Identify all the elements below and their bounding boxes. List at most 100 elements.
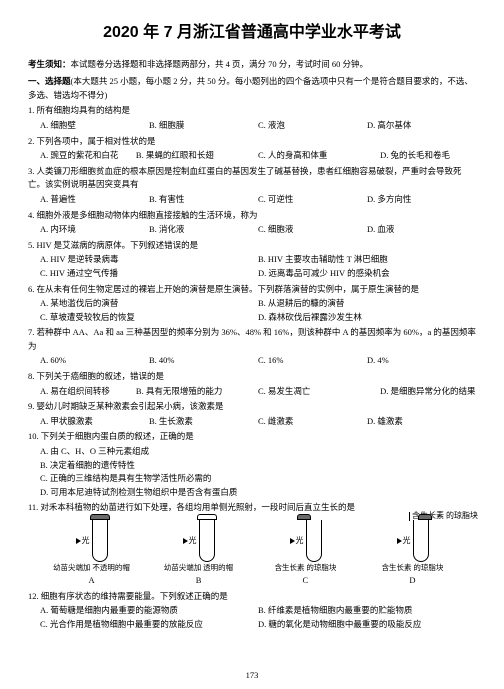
q9-opt-d: D. 雄激素 (367, 415, 476, 429)
q11-label-b: B (196, 574, 202, 588)
agar-block-left-icon (297, 514, 311, 520)
q9-opt-c: C. 雌激素 (258, 415, 367, 429)
light-icon: 光 (290, 535, 304, 548)
question-6: 6. 在从未有任何生物定居过的裸岩上开始的演替是原生演替。下列群落演替的实例中，… (28, 283, 476, 325)
question-4: 4. 细胞外液是多细胞动物体内细胞直接接触的生活环境，称为 A. 内环境 B. … (28, 209, 476, 237)
question-2: 2. 下列各项中，属于相对性状的是 A. 豌豆的紫花和白花 B. 果蝇的红眼和长… (28, 135, 476, 163)
notice-label: 考生须知： (28, 59, 71, 69)
q11-cap-d: 含生长素 的琼脂块 (382, 564, 444, 572)
q1-opt-b: B. 细胞膜 (149, 119, 258, 133)
q11-label-c: C (303, 574, 309, 588)
q3-opt-c: C. 可逆性 (258, 193, 367, 207)
q9-opt-a: A. 甲状腺激素 (40, 415, 149, 429)
q6-text: 6. 在从未有任何生物定居过的裸岩上开始的演替是原生演替。下列群落演替的实例中，… (28, 283, 476, 297)
q2-opt-c: C. 人的身高和体重 (258, 149, 380, 163)
q4-options: A. 内环境 B. 消化液 C. 细胞液 D. 血液 (28, 223, 476, 237)
question-12: 12. 细胞有序状态的维持需要能量。下列叙述正确的是 A. 葡萄糖是细胞内最重要… (28, 590, 476, 632)
q11-fig-b: 光 幼苗尖端加 透明的帽 (159, 520, 239, 572)
q6-opt-c: C. 草坡遭受较牧后的恢复 (40, 311, 258, 325)
section-1-label: 一、选择题 (28, 76, 71, 86)
tube-d (413, 520, 429, 562)
q3-opt-d: D. 多方向性 (367, 193, 476, 207)
q7-opt-d: D. 4% (367, 354, 476, 368)
q6-opt-a: A. 某地滥伐后的演替 (40, 297, 258, 311)
q5-opt-d: D. 远离毒品可减少 HIV 的感染机会 (258, 267, 476, 281)
q4-opt-b: B. 消化液 (149, 223, 258, 237)
q1-opt-d: D. 高尔基体 (367, 119, 476, 133)
notice: 考生须知：本试题卷分选择题和非选择题两部分，共 4 页，满分 70 分，考试时间… (28, 58, 476, 72)
q12-opt-b: B. 纤维素是植物细胞内最重要的贮能物质 (258, 604, 476, 618)
light-icon: 光 (76, 535, 90, 548)
q9-text: 9. 婴幼儿时期缺乏某种激素会引起呆小病，该激素是 (28, 400, 476, 414)
section-1-desc: (本大题共 25 小题，每小题 2 分，共 50 分。每小题列出的四个备选项中只… (28, 76, 473, 100)
light-icon: 光 (183, 535, 197, 548)
q8-opt-a: A. 易在组织间转移 (40, 385, 136, 399)
question-11: 11. 对禾本科植物的幼苗进行如下处理，各组均用单侧光照射，一段时间后直立生长的… (28, 501, 476, 587)
q5-text: 5. HIV 是艾滋病的病原体。下列叙述错误的是 (28, 239, 476, 253)
q11-fig-d: 光 含生长素 的琼脂块 (373, 520, 453, 572)
q6-opt-d: D. 森林砍伐后裸露沙发生林 (258, 311, 476, 325)
q11-label-a: A (89, 574, 95, 588)
q1-opt-c: C. 液泡 (258, 119, 367, 133)
q3-opt-b: B. 有害性 (149, 193, 258, 207)
q7-options: A. 60% B. 40% C. 16% D. 4% (28, 354, 476, 368)
light-icon: 光 (397, 535, 411, 548)
question-7: 7. 若种群中 AA、Aa 和 aa 三种基因型的频率分别为 36%、48% 和… (28, 326, 476, 368)
q1-text: 1. 所有细胞均具有的结构是 (28, 104, 476, 118)
q4-opt-d: D. 血液 (367, 223, 476, 237)
tube-c (306, 520, 322, 562)
q2-opt-d: D. 兔的长毛和卷毛 (380, 149, 476, 163)
q11-cap-c: 含生长素 的琼脂块 (275, 564, 337, 572)
q9-options: A. 甲状腺激素 B. 生长激素 C. 雌激素 D. 雄激素 (28, 415, 476, 429)
q10-sub-b: B. 决定着细胞的遗传特性 (28, 459, 476, 473)
question-3: 3. 人类镰刀形细胞贫血症的根本原因是控制血红蛋白的基因发生了碱基替换，患者红细… (28, 165, 476, 207)
q11-cap-a: 幼苗尖端加 不透明的帽 (53, 564, 130, 572)
q11-cap-b: 幼苗尖端加 透明的帽 (164, 564, 233, 572)
q8-opt-b: B. 具有无限增殖的能力 (136, 385, 258, 399)
exam-title: 2020 年 7 月浙江省普通高中学业水平考试 (28, 20, 476, 46)
q7-opt-a: A. 60% (40, 354, 149, 368)
q2-options: A. 豌豆的紫花和白花 B. 果蝇的红眼和长翅 C. 人的身高和体重 D. 兔的… (28, 149, 476, 163)
q12-options: A. 葡萄糖是细胞内最重要的能源物质 B. 纤维素是植物细胞内最重要的贮能物质 … (28, 604, 476, 631)
q11-figures: 光 幼苗尖端加 不透明的帽 光 幼苗尖端加 透明的帽 光 含生长素 的琼脂块 光 (28, 516, 476, 574)
q4-text: 4. 细胞外液是多细胞动物体内细胞直接接触的生活环境，称为 (28, 209, 476, 223)
question-10: 10. 下列关于细胞内蛋白质的叙述，正确的是 A. 由 C、H、O 三种元素组成… (28, 430, 476, 499)
q5-options: A. HIV 是逆转录病毒 B. HIV 主要攻击辅助性 T 淋巴细胞 C. H… (28, 253, 476, 280)
q5-opt-c: C. HIV 通过空气传播 (40, 267, 258, 281)
q11-label-d: D (409, 574, 415, 588)
q5-opt-a: A. HIV 是逆转录病毒 (40, 253, 258, 267)
q6-options: A. 某地滥伐后的演替 B. 从退耕后的糠的演替 C. 草坡遭受较牧后的恢复 D… (28, 297, 476, 324)
q7-text: 7. 若种群中 AA、Aa 和 aa 三种基因型的频率分别为 36%、48% 和… (28, 326, 476, 353)
tube-a (92, 520, 108, 562)
q3-text: 3. 人类镰刀形细胞贫血症的根本原因是控制血红蛋白的基因发生了碱基替换，患者红细… (28, 165, 476, 192)
q9-opt-b: B. 生长激素 (149, 415, 258, 429)
cap-opaque-icon (90, 514, 110, 520)
q2-opt-a: A. 豌豆的紫花和白花 (40, 149, 136, 163)
q2-text: 2. 下列各项中，属于相对性状的是 (28, 135, 476, 149)
q10-sub-d: D. 可用本尼迪特试剂检测生物组织中是否含有蛋白质 (28, 486, 476, 500)
q10-sub-c: C. 正确的三维结构是具有生物学活性所必需的 (28, 472, 476, 486)
question-1: 1. 所有细胞均具有的结构是 A. 细胞壁 B. 细胞膜 C. 液泡 D. 高尔… (28, 104, 476, 132)
question-9: 9. 婴幼儿时期缺乏某种激素会引起呆小病，该激素是 A. 甲状腺激素 B. 生长… (28, 400, 476, 428)
q3-opt-a: A. 普遍性 (40, 193, 149, 207)
q8-options: A. 易在组织间转移 B. 具有无限增殖的能力 C. 易发生凋亡 D. 是细胞异… (28, 385, 476, 399)
q7-opt-c: C. 16% (258, 354, 367, 368)
page-number: 173 (0, 669, 504, 683)
q12-text: 12. 细胞有序状态的维持需要能量。下列叙述正确的是 (28, 590, 476, 604)
q8-opt-d: D. 是细胞异常分化的结果 (380, 385, 476, 399)
q11-fig-a: 光 幼苗尖端加 不透明的帽 (52, 520, 132, 572)
q6-opt-b: B. 从退耕后的糠的演替 (258, 297, 476, 311)
q7-opt-b: B. 40% (149, 354, 258, 368)
cap-transparent-icon (197, 514, 217, 520)
tube-b (199, 520, 215, 562)
q4-opt-c: C. 细胞液 (258, 223, 367, 237)
q1-options: A. 细胞壁 B. 细胞膜 C. 液泡 D. 高尔基体 (28, 119, 476, 133)
section-1-header: 一、选择题(本大题共 25 小题，每小题 2 分，共 50 分。每小题列出的四个… (28, 75, 476, 102)
agar-block-right-icon (418, 514, 432, 520)
q12-opt-d: D. 糖的氧化是动物细胞中最重要的吸能反应 (258, 618, 476, 632)
q2-opt-b: B. 果蝇的红眼和长翅 (136, 149, 258, 163)
q8-text: 8. 下列关于癌细胞的叙述，错误的是 (28, 370, 476, 384)
notice-text: 本试题卷分选择题和非选择题两部分，共 4 页，满分 70 分，考试时间 60 分… (71, 59, 369, 69)
question-5: 5. HIV 是艾滋病的病原体。下列叙述错误的是 A. HIV 是逆转录病毒 B… (28, 239, 476, 281)
q4-opt-a: A. 内环境 (40, 223, 149, 237)
